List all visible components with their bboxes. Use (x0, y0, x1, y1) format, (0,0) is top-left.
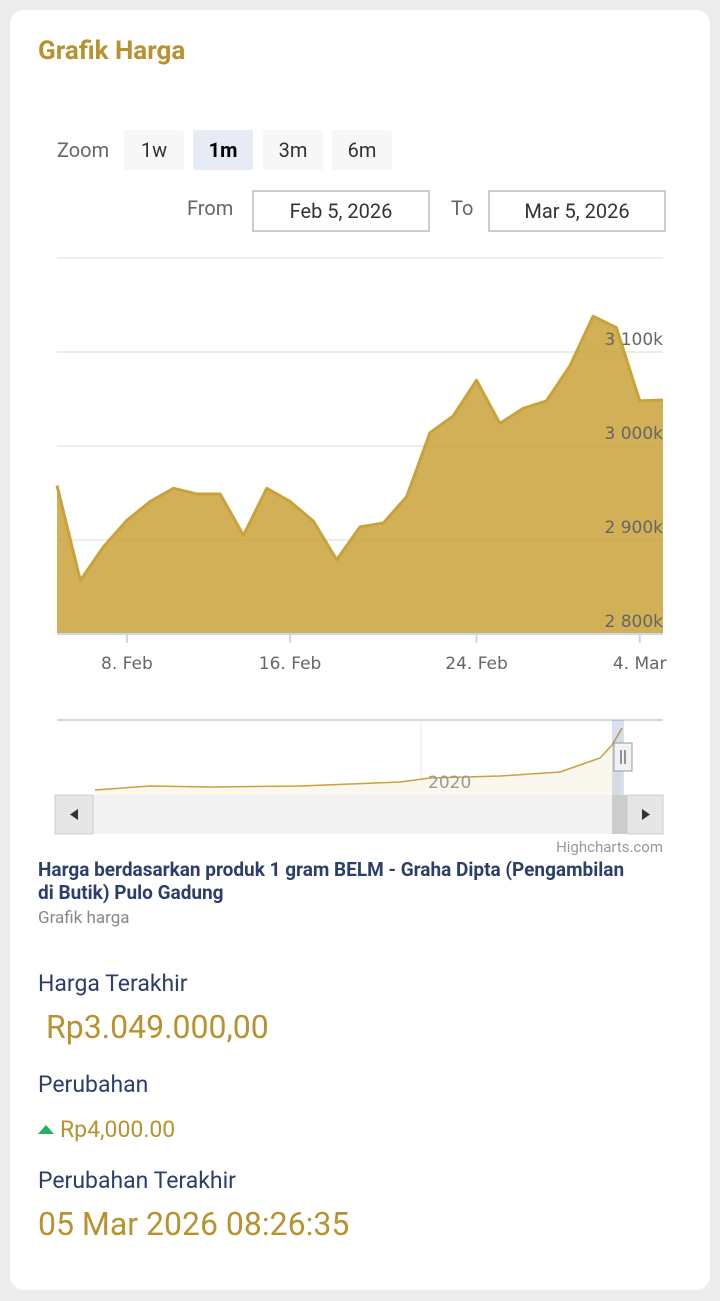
zoom-label: Zoom (57, 138, 110, 162)
x-tick-label: 8. Feb (101, 654, 153, 674)
x-tick-label: 24. Feb (445, 654, 508, 674)
credits[interactable]: Highcharts.com (556, 838, 663, 856)
navigator-handle[interactable] (613, 742, 633, 772)
stat-value: Rp4,000.00 (60, 1116, 176, 1143)
area-fill (57, 316, 663, 634)
card-title: Grafik Harga (38, 36, 186, 66)
zoom-button[interactable]: 1w (124, 130, 184, 170)
x-tick-label: 16. Feb (259, 654, 322, 674)
y-tick-label: 3 000k (604, 424, 663, 444)
navigator-line (94, 727, 623, 791)
x-tick-label: 4. Mar (613, 654, 667, 674)
scrollbar-track[interactable] (55, 795, 663, 834)
arrow-right (642, 809, 650, 820)
y-tick-label: 3 100k (604, 330, 663, 350)
scrollbar-thumb[interactable] (612, 795, 628, 834)
stat-value: 05 Mar 2026 08:26:35 (38, 1205, 350, 1243)
up-icon (38, 1125, 54, 1134)
navigator: 2020 (54, 719, 664, 835)
stat-label: Perubahan (38, 1071, 149, 1098)
y-tick-label: 2 800k (604, 612, 663, 632)
zoom-button[interactable]: 3m (263, 130, 323, 170)
navigator-label: 2020 (428, 773, 471, 793)
stat-label: Perubahan Terakhir (38, 1167, 236, 1194)
from-label: From (187, 196, 234, 220)
to-label: To (451, 196, 474, 220)
area-line (55, 314, 664, 582)
caption-subtitle: Grafik harga (38, 908, 130, 928)
chart: 2 800k 2 900k 3 000k 3 100k 8. Feb 16. Feb 24.… (54, 257, 667, 835)
y-tick-label: 2 900k (604, 518, 663, 538)
card (10, 10, 710, 1290)
stat-value: Rp3.049.000,00 (46, 1008, 269, 1046)
zoom-button[interactable]: 6m (332, 130, 392, 170)
navigator-area (95, 728, 622, 795)
to-input[interactable]: Mar 5, 2026 (488, 190, 666, 232)
zoom-button[interactable]: 1m (193, 130, 253, 170)
caption-title: Harga berdasarkan produk 1 gram BELM - G… (38, 858, 625, 904)
from-input[interactable]: Feb 5, 2026 (252, 190, 430, 232)
stat-label: Harga Terakhir (38, 970, 188, 997)
arrow-left (70, 809, 78, 820)
